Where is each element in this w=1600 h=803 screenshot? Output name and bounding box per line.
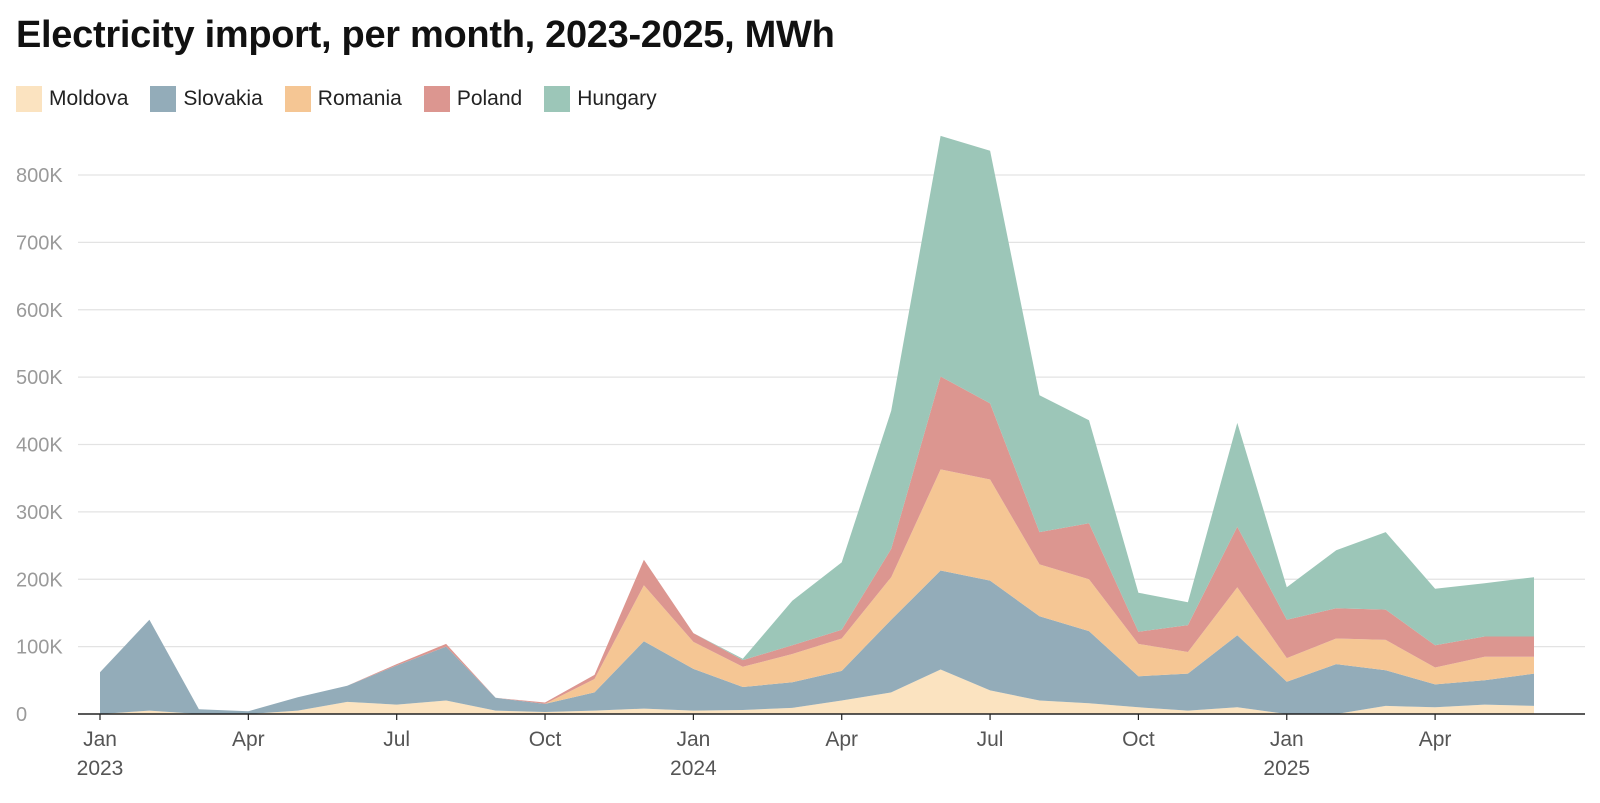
area-series-slovakia <box>100 570 1534 714</box>
y-axis-ticks: 0 100K 200K 300K 400K 500K 600K 700K 800K <box>16 165 63 726</box>
legend-swatch <box>284 86 311 112</box>
x-tick-year-label: 2023 <box>77 757 124 780</box>
x-tick-label: Oct <box>1122 728 1155 751</box>
y-tick-label: 600K <box>16 300 63 322</box>
legend-item-slovakia: Slovakia <box>150 86 263 112</box>
y-tick-label: 400K <box>16 435 63 457</box>
x-tick-label: Jul <box>977 728 1004 751</box>
x-tick-year-label: 2024 <box>670 757 717 780</box>
area-series-hungary <box>100 135 1534 712</box>
x-tick-label: Jan <box>83 728 117 751</box>
area-series-romania <box>100 469 1534 712</box>
y-tick-label: 0 <box>16 704 27 726</box>
y-tick-label: 800K <box>16 165 63 187</box>
area-series-moldova <box>100 669 1534 714</box>
area-series-poland <box>100 376 1534 712</box>
legend-label: Romania <box>317 87 402 110</box>
legend-item-moldova: Moldova <box>16 86 128 112</box>
legend-swatch <box>423 86 450 112</box>
x-tick-label: Jan <box>676 728 710 751</box>
legend-item-poland: Poland <box>423 86 523 112</box>
stacked-areas <box>100 135 1534 714</box>
y-tick-label: 300K <box>16 502 63 524</box>
chart-title: Electricity import, per month, 2023-2025… <box>16 14 835 56</box>
x-tick-label: Apr <box>232 728 265 751</box>
legend-swatch <box>150 86 177 112</box>
x-axis-ticks: Jan 2023 Apr Jul Oct Jan 2024 Apr Jul Oct Jan 2025 A… <box>77 714 1452 780</box>
x-tick-label: Jul <box>383 728 410 751</box>
legend-item-romania: Romania <box>284 86 402 112</box>
x-tick-label: Apr <box>1419 728 1452 751</box>
legend-label: Hungary <box>577 87 657 110</box>
x-tick-label: Oct <box>529 728 562 751</box>
x-tick-year-label: 2025 <box>1263 757 1310 780</box>
legend: Moldova Slovakia Romania Poland Hungary <box>16 86 679 112</box>
y-tick-label: 200K <box>16 569 63 591</box>
legend-label: Moldova <box>49 87 129 110</box>
legend-label: Poland <box>456 87 523 110</box>
y-tick-label: 100K <box>16 637 63 659</box>
y-tick-label: 500K <box>16 367 63 389</box>
x-tick-label: Jan <box>1270 728 1304 751</box>
y-tick-label: 700K <box>16 232 63 254</box>
legend-label: Slovakia <box>183 87 263 110</box>
legend-swatch <box>16 86 42 112</box>
legend-swatch <box>544 86 571 112</box>
x-tick-label: Apr <box>825 728 858 751</box>
legend-item-hungary: Hungary <box>544 86 657 112</box>
